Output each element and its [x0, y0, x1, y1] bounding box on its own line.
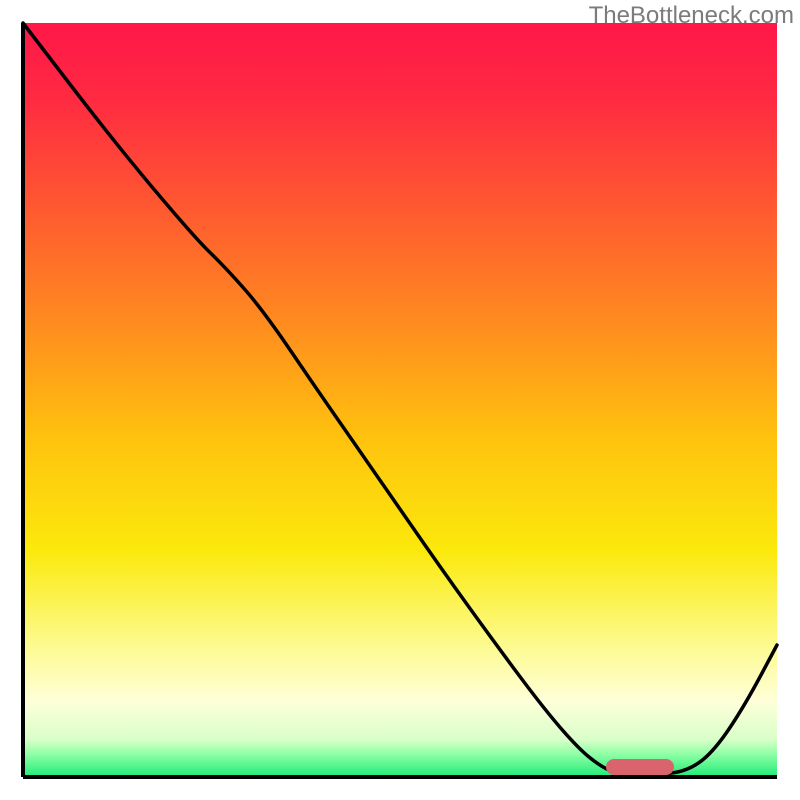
plot-background [23, 23, 777, 777]
optimal-range-marker [606, 759, 674, 775]
watermark-text: TheBottleneck.com [589, 2, 794, 30]
bottleneck-chart [0, 0, 800, 800]
